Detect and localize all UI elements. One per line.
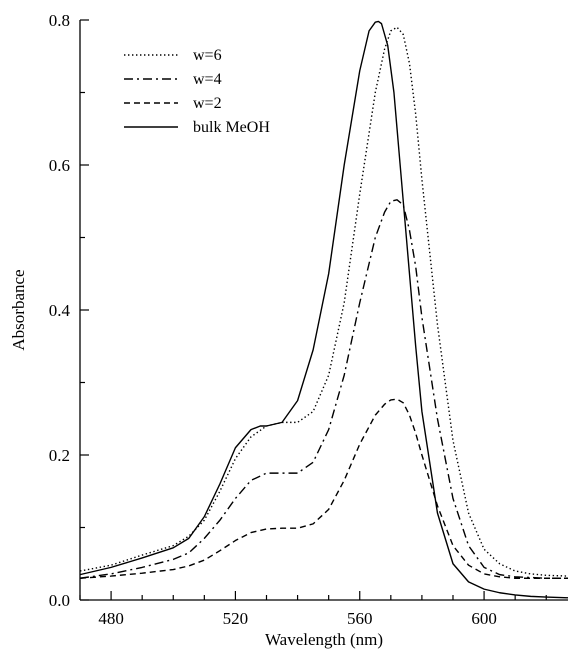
- axes: [79, 20, 568, 601]
- y-tick-label: 0.4: [49, 301, 71, 320]
- legend-label-bulk-meoh: bulk MeOH: [193, 119, 270, 136]
- y-axis-title: Absorbance: [9, 269, 28, 350]
- y-tick-label: 0.2: [49, 446, 70, 465]
- y-tick-label: 0.0: [49, 591, 70, 610]
- ticks: [79, 19, 547, 601]
- series-line-w-4: [79, 199, 568, 579]
- legend-label-w-6: w=6: [193, 47, 222, 64]
- x-axis-title: Wavelength (nm): [265, 630, 383, 649]
- legend-label-w-2: w=2: [193, 95, 222, 112]
- legend-label-w-4: w=4: [193, 71, 222, 88]
- series-line-bulk-meoh: [79, 20, 568, 599]
- series-line-w-6: [79, 26, 568, 577]
- y-tick-label: 0.6: [49, 156, 70, 175]
- series-group: [79, 20, 568, 599]
- tick-labels: 0.0 0.2 0.4 0.6 0.8 480 520 560 600: [49, 11, 497, 628]
- x-tick-label: 560: [347, 609, 373, 628]
- x-tick-label: 520: [223, 609, 249, 628]
- series-line-w-2: [79, 398, 568, 579]
- y-tick-label: 0.8: [49, 11, 70, 30]
- x-tick-label: 480: [98, 609, 124, 628]
- x-tick-label: 600: [471, 609, 497, 628]
- legend: w=6 w=4 w=2 bulk MeOH: [124, 47, 270, 136]
